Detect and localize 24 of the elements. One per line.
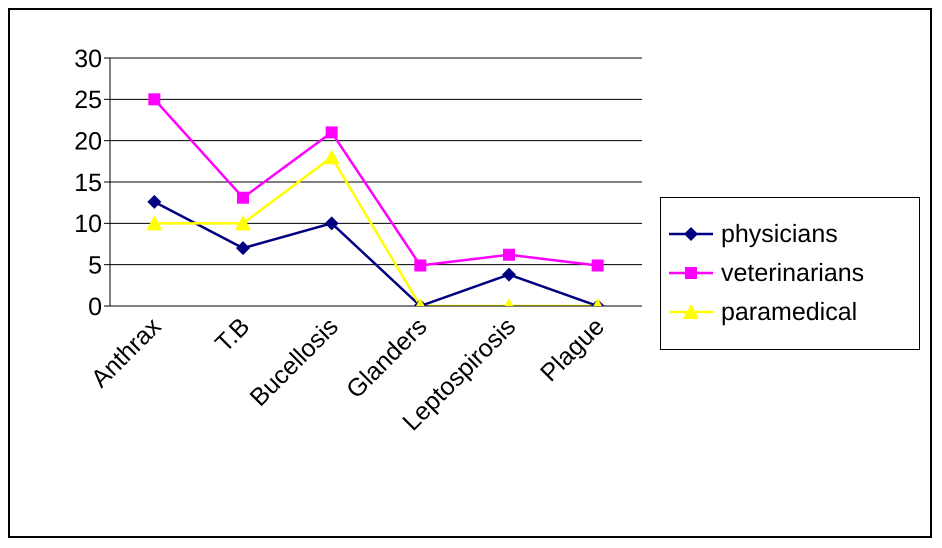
y-tick-label: 20: [74, 128, 102, 156]
point: [237, 192, 249, 204]
point: [414, 259, 426, 272]
point: [148, 93, 160, 106]
point: [324, 149, 340, 164]
y-tick-label: 30: [74, 44, 102, 73]
point: [324, 216, 339, 230]
y-tick-label: 5: [88, 252, 102, 280]
point: [146, 215, 162, 230]
legend-label: physicians: [721, 220, 838, 248]
point: [326, 126, 338, 138]
y-tick-label: 25: [74, 86, 102, 114]
point: [503, 248, 515, 261]
y-tick-label: 0: [88, 292, 102, 321]
point: [236, 241, 250, 256]
point: [592, 259, 604, 272]
x-tick-label: T.B: [210, 312, 256, 358]
legend-label: paramedical: [721, 298, 858, 326]
legend-label: veterinarians: [721, 258, 864, 288]
point: [147, 194, 162, 209]
point: [502, 268, 516, 282]
y-tick-label: 15: [74, 168, 102, 197]
point: [235, 215, 251, 230]
y-tick-label: 10: [74, 210, 102, 238]
